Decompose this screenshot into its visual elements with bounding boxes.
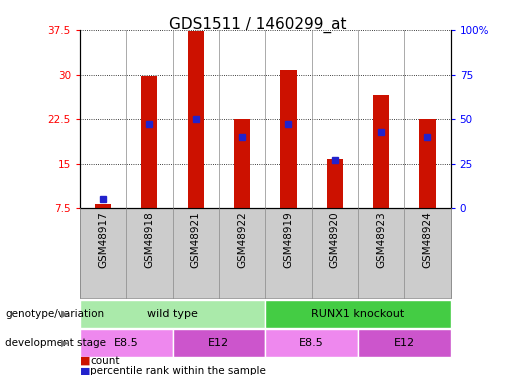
Bar — [141, 76, 158, 208]
Text: RUNX1 knockout: RUNX1 knockout — [311, 309, 405, 319]
Text: E12: E12 — [393, 338, 415, 348]
Bar — [234, 119, 250, 208]
Text: wild type: wild type — [147, 309, 198, 319]
Bar — [280, 70, 297, 208]
Text: genotype/variation: genotype/variation — [5, 309, 104, 319]
Text: E8.5: E8.5 — [114, 338, 139, 348]
Text: E12: E12 — [208, 338, 230, 348]
Text: percentile rank within the sample: percentile rank within the sample — [90, 366, 266, 375]
Bar — [187, 31, 204, 208]
Text: ■: ■ — [80, 356, 90, 366]
Bar — [95, 204, 111, 208]
Text: ■: ■ — [80, 366, 90, 375]
Text: GDS1511 / 1460299_at: GDS1511 / 1460299_at — [169, 17, 346, 33]
Text: ▶: ▶ — [61, 309, 68, 319]
Text: count: count — [90, 356, 119, 366]
Bar — [373, 95, 389, 208]
Text: development stage: development stage — [5, 338, 106, 348]
Text: E8.5: E8.5 — [299, 338, 324, 348]
Bar — [327, 159, 343, 208]
Text: ▶: ▶ — [61, 338, 68, 348]
Bar — [419, 119, 436, 208]
